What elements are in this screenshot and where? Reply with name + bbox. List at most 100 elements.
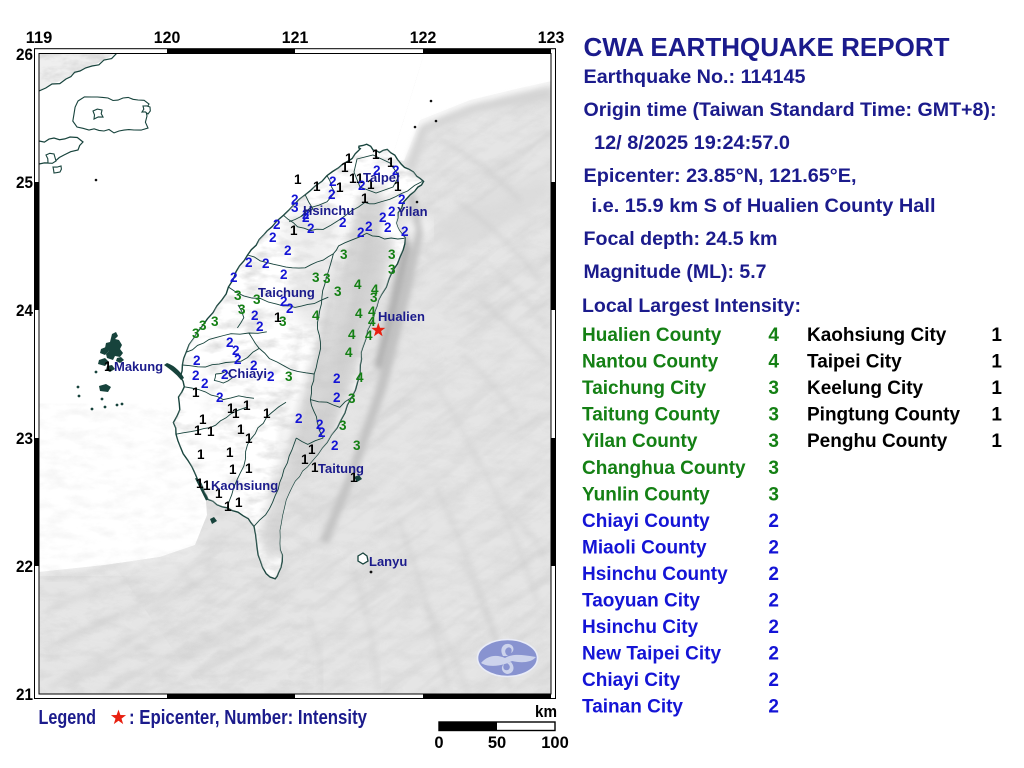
svg-text:Taitung: Taitung xyxy=(318,461,364,476)
svg-text:1: 1 xyxy=(356,171,364,186)
svg-text:2: 2 xyxy=(388,204,396,219)
svg-text:1: 1 xyxy=(991,378,1002,399)
svg-text:1: 1 xyxy=(197,447,205,462)
svg-text:1: 1 xyxy=(226,445,234,460)
svg-text:Local Largest Intensity:: Local Largest Intensity: xyxy=(582,296,801,317)
svg-text:3: 3 xyxy=(199,318,207,333)
svg-text:100: 100 xyxy=(541,734,569,752)
svg-text:1: 1 xyxy=(361,191,369,206)
svg-text:1: 1 xyxy=(224,499,232,514)
svg-text:New Taipei City: New Taipei City xyxy=(582,644,721,665)
svg-text:2: 2 xyxy=(333,371,341,386)
svg-text:Taichung City: Taichung City xyxy=(582,378,707,399)
svg-text:2: 2 xyxy=(358,178,366,193)
svg-text:3: 3 xyxy=(253,292,261,307)
svg-text:119: 119 xyxy=(26,29,53,47)
svg-text:3: 3 xyxy=(334,284,342,299)
svg-text:1: 1 xyxy=(194,423,202,438)
svg-text:3: 3 xyxy=(348,391,356,406)
svg-text:Chiayi County: Chiayi County xyxy=(582,511,710,532)
svg-text:23: 23 xyxy=(16,430,33,448)
svg-text:1: 1 xyxy=(394,179,402,194)
svg-text:1: 1 xyxy=(367,177,375,192)
svg-text:2: 2 xyxy=(245,255,253,270)
svg-text:2: 2 xyxy=(262,256,270,271)
svg-text:25: 25 xyxy=(16,174,33,192)
svg-text:1: 1 xyxy=(203,478,211,493)
svg-text:3: 3 xyxy=(370,290,378,305)
svg-text:Taoyuan City: Taoyuan City xyxy=(582,591,700,612)
svg-text:3: 3 xyxy=(285,369,293,384)
svg-text:2: 2 xyxy=(768,697,779,718)
svg-text:1: 1 xyxy=(301,452,309,467)
svg-text:2: 2 xyxy=(768,564,779,585)
svg-text:2: 2 xyxy=(291,192,299,207)
svg-text:2: 2 xyxy=(768,511,779,532)
svg-text:CWA EARTHQUAKE REPORT: CWA EARTHQUAKE REPORT xyxy=(584,32,950,62)
svg-text:3: 3 xyxy=(279,314,287,329)
svg-text:1: 1 xyxy=(245,461,253,476)
svg-text:Taitung County: Taitung County xyxy=(582,405,720,426)
svg-text:3: 3 xyxy=(388,247,396,262)
svg-text:2: 2 xyxy=(192,368,200,383)
svg-text:3: 3 xyxy=(768,378,779,399)
svg-text:1: 1 xyxy=(991,431,1002,452)
svg-text:4: 4 xyxy=(356,370,364,385)
svg-text:1: 1 xyxy=(215,486,223,501)
svg-text:1: 1 xyxy=(104,359,112,374)
svg-text:2: 2 xyxy=(230,270,238,285)
svg-text:Miaoli County: Miaoli County xyxy=(582,537,707,558)
svg-text:4: 4 xyxy=(345,345,353,360)
svg-text:0: 0 xyxy=(434,734,443,752)
svg-text:1: 1 xyxy=(311,460,319,475)
svg-text:2: 2 xyxy=(269,230,277,245)
svg-text:Tainan City: Tainan City xyxy=(582,697,683,718)
svg-text:3: 3 xyxy=(353,438,361,453)
svg-text:km: km xyxy=(535,703,557,721)
svg-text:2: 2 xyxy=(339,215,347,230)
svg-text:Nantou County: Nantou County xyxy=(582,352,719,373)
svg-text:Makung: Makung xyxy=(114,359,163,374)
svg-text:3: 3 xyxy=(768,405,779,426)
svg-text:Yilan: Yilan xyxy=(397,204,428,219)
svg-text:2: 2 xyxy=(286,301,294,316)
svg-text:Yunlin County: Yunlin County xyxy=(582,484,710,505)
svg-text:2: 2 xyxy=(251,308,259,323)
svg-text:Chiayi City: Chiayi City xyxy=(582,670,681,691)
svg-text:1: 1 xyxy=(192,385,200,400)
svg-text:1: 1 xyxy=(336,180,344,195)
svg-text:1: 1 xyxy=(237,422,245,437)
svg-text:Yilan County: Yilan County xyxy=(582,431,698,452)
svg-text:Hsinchu: Hsinchu xyxy=(303,203,354,218)
svg-text:Keelung City: Keelung City xyxy=(807,378,924,399)
svg-text:1: 1 xyxy=(196,476,204,491)
svg-text:2: 2 xyxy=(216,390,224,405)
svg-text:1: 1 xyxy=(232,406,240,421)
svg-text:2: 2 xyxy=(256,319,264,334)
svg-text:1: 1 xyxy=(991,352,1002,373)
svg-text:1: 1 xyxy=(350,470,358,485)
svg-text:2: 2 xyxy=(768,537,779,558)
svg-text:4: 4 xyxy=(348,327,356,342)
svg-text:2: 2 xyxy=(193,353,201,368)
svg-text:1: 1 xyxy=(387,155,395,170)
svg-text:1: 1 xyxy=(245,431,253,446)
svg-text:2: 2 xyxy=(232,343,240,358)
svg-text:2: 2 xyxy=(331,438,339,453)
svg-text:2: 2 xyxy=(392,163,400,178)
svg-text:1: 1 xyxy=(227,401,235,416)
svg-text:1: 1 xyxy=(341,160,349,175)
svg-text:4: 4 xyxy=(768,352,779,373)
svg-text:1: 1 xyxy=(313,179,321,194)
svg-text:: Epicenter, Number: Intensity: : Epicenter, Number: Intensity xyxy=(129,707,368,729)
svg-text:2: 2 xyxy=(221,367,229,382)
svg-text:i.e. 15.9 km S of Hualien Coun: i.e. 15.9 km S of Hualien County Hall xyxy=(592,196,936,217)
svg-text:122: 122 xyxy=(410,29,437,47)
svg-text:22: 22 xyxy=(16,558,33,576)
svg-text:3: 3 xyxy=(291,200,299,215)
svg-text:50: 50 xyxy=(488,734,506,752)
svg-text:2: 2 xyxy=(768,644,779,665)
svg-text:2: 2 xyxy=(201,376,209,391)
svg-text:3: 3 xyxy=(768,458,779,479)
svg-text:2: 2 xyxy=(302,210,310,225)
